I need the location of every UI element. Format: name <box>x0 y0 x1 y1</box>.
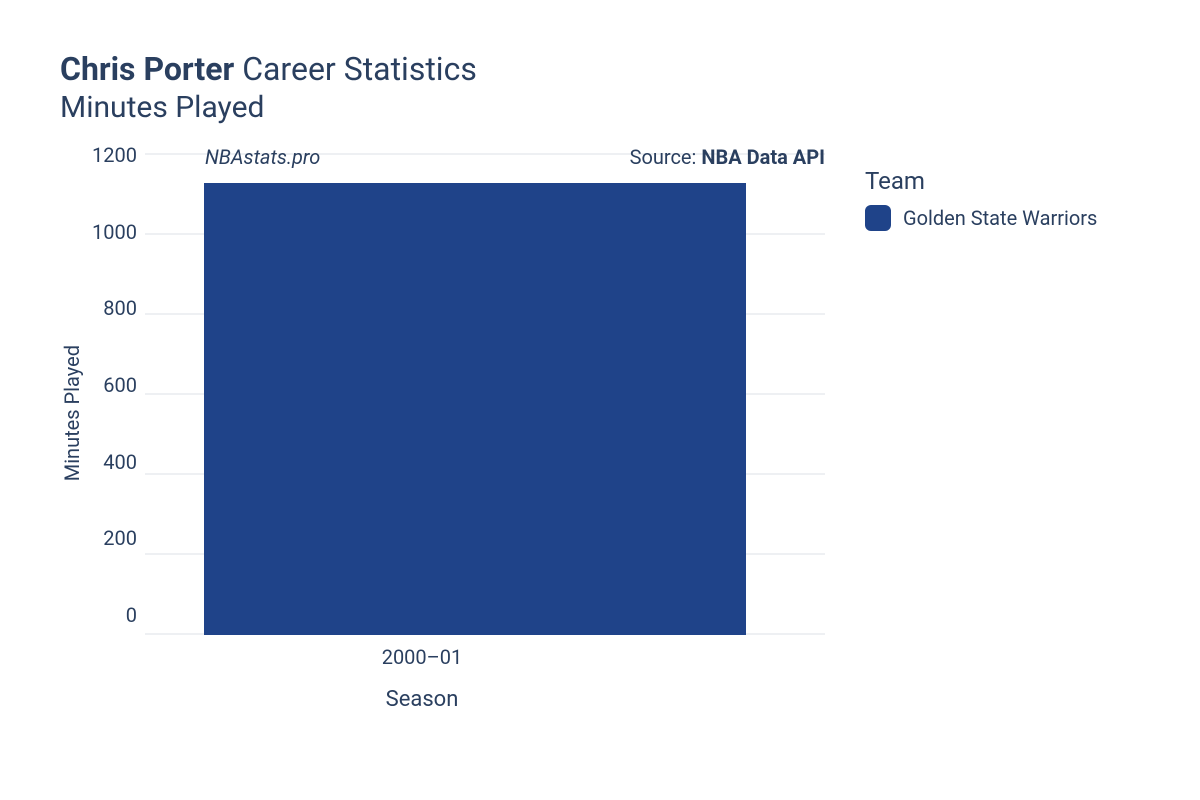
source-annotation: Source: NBA Data API <box>630 145 825 169</box>
watermark-text: NBAstats.pro <box>205 145 320 169</box>
source-name: NBA Data API <box>701 145 825 169</box>
y-tick-label: 200 <box>103 528 137 548</box>
chart-container: Chris Porter Career Statistics Minutes P… <box>0 0 1200 800</box>
chart-subtitle: Minutes Played <box>60 90 1170 125</box>
legend-swatch <box>865 205 891 231</box>
legend-items: Golden State Warriors <box>865 205 1097 231</box>
bar <box>204 183 745 635</box>
y-tick-label: 1200 <box>92 145 137 165</box>
legend: Team Golden State Warriors <box>865 167 1097 231</box>
y-tick-label: 400 <box>103 452 137 472</box>
chart-row: Minutes Played 120010008006004002000 NBA… <box>60 155 1170 712</box>
y-tick-label: 0 <box>126 605 137 625</box>
y-tick-label: 1000 <box>92 222 137 242</box>
x-tick-label: 2000–01 <box>382 645 463 669</box>
x-axis-label: Season <box>92 687 752 712</box>
source-prefix: Source: <box>630 145 697 169</box>
plot-with-ticks: 120010008006004002000 NBAstats.pro Sourc… <box>92 155 805 635</box>
plot-area: NBAstats.pro Source: NBA Data API <box>145 155 805 635</box>
chart-title: Chris Porter Career Statistics <box>60 50 1170 88</box>
title-suffix: Career Statistics <box>242 50 477 88</box>
legend-label: Golden State Warriors <box>903 206 1097 230</box>
y-tick-label: 600 <box>103 375 137 395</box>
y-axis-ticks: 1200 1000 800 600 400 200 0 <box>92 145 145 625</box>
x-axis-ticks: 2000–01 <box>92 645 752 669</box>
player-name: Chris Porter <box>60 50 234 88</box>
y-axis-label: Minutes Played <box>60 345 84 481</box>
y-tick-label: 800 <box>103 298 137 318</box>
title-block: Chris Porter Career Statistics Minutes P… <box>60 50 1170 125</box>
plot-column: 120010008006004002000 NBAstats.pro Sourc… <box>92 155 805 712</box>
legend-item: Golden State Warriors <box>865 205 1097 231</box>
legend-title: Team <box>865 167 1097 195</box>
